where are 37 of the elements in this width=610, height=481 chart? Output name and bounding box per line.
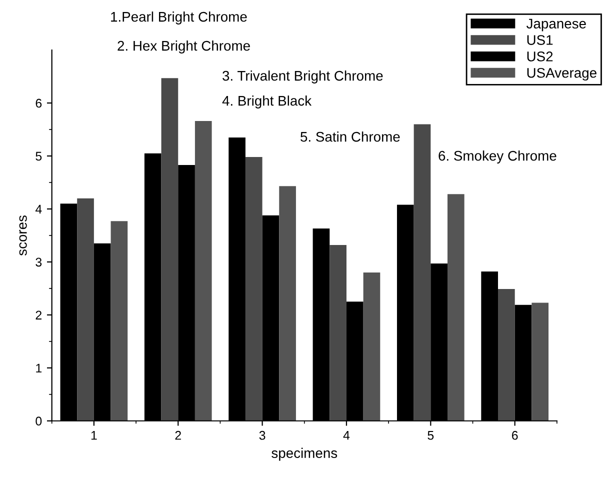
bar bbox=[77, 198, 94, 421]
y-tick-label: 0 bbox=[36, 416, 42, 426]
y-tick-label: 5 bbox=[36, 152, 42, 161]
annotation: 5. Satin Chrome bbox=[300, 132, 400, 142]
bar bbox=[194, 121, 212, 421]
x-tick-label: 1 bbox=[91, 431, 97, 440]
bar bbox=[279, 186, 296, 421]
x-tick-label: 4 bbox=[343, 431, 350, 440]
y-tick-label: 2 bbox=[36, 310, 42, 320]
text: 1.Pearl Bright Chrome bbox=[111, 12, 247, 24]
legend-label: USAverage bbox=[527, 68, 596, 81]
y-axis-title: scores bbox=[19, 215, 27, 256]
annotation: 6. Smokey Chrome bbox=[438, 150, 556, 164]
bar bbox=[245, 157, 262, 421]
x-tick-label: 5 bbox=[428, 431, 434, 440]
x-tick-label: 3 bbox=[259, 430, 266, 440]
y-tick-label: 6 bbox=[36, 98, 42, 108]
bar bbox=[498, 288, 515, 421]
y-tick-label: 4 bbox=[35, 204, 42, 214]
y-tick-label: 1 bbox=[36, 364, 42, 372]
bar bbox=[330, 244, 346, 421]
legend-label: Japanese bbox=[526, 18, 586, 32]
bar bbox=[161, 78, 178, 421]
annotation: 3. Trivalent Bright Chrome bbox=[222, 70, 383, 84]
bar bbox=[447, 194, 464, 421]
annotation: 4. Bright Black bbox=[222, 96, 312, 108]
annotation: 2. Hex Bright Chrome bbox=[118, 40, 250, 54]
bar bbox=[414, 124, 431, 421]
legend-label: US1 bbox=[527, 35, 553, 45]
legend-label: US2 bbox=[527, 52, 553, 62]
x-tick-label: 2 bbox=[175, 430, 181, 440]
bar bbox=[532, 302, 549, 421]
x-tick-label: 6 bbox=[512, 430, 518, 440]
bar bbox=[110, 221, 128, 421]
x-axis-title: specimens bbox=[272, 448, 338, 461]
y-tick-label: 3 bbox=[36, 258, 42, 267]
bar bbox=[363, 272, 380, 421]
